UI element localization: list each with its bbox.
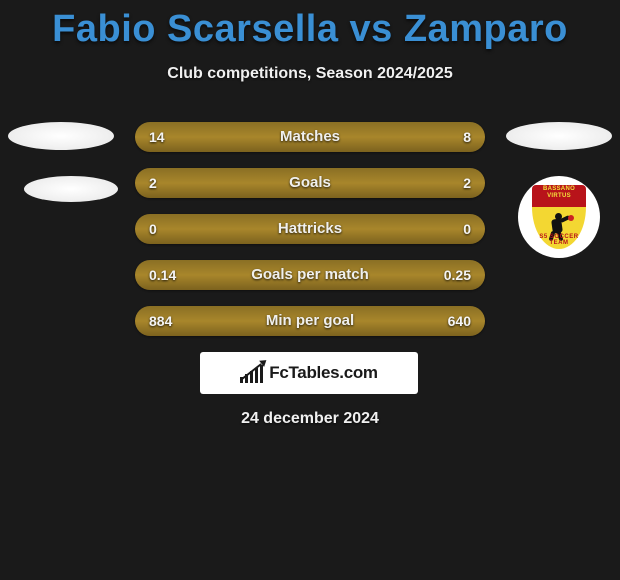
stat-row: 14Matches8 [135,122,485,152]
widget-container: Fabio Scarsella vs Zamparo Club competit… [0,0,620,580]
stat-row: 2Goals2 [135,168,485,198]
shield-year: S5 SOCCER TEAM [532,234,586,246]
shield-icon: BASSANOVIRTUS S5 SOCCER TEAM [532,185,586,249]
stat-label: Goals per match [135,260,485,290]
fctables-logo[interactable]: FcTables.com [200,352,418,394]
stat-row: 0Hattricks0 [135,214,485,244]
shield-top-text: BASSANOVIRTUS [532,186,586,200]
stats-list: 14Matches8 2Goals2 0Hattricks0 0.14Goals pe… [135,122,485,352]
player1-avatar-placeholder [8,122,114,150]
stat-right-value: 0.25 [444,260,471,290]
stat-row: 0.14Goals per match0.25 [135,260,485,290]
player2-avatar-placeholder [506,122,612,150]
stat-right-value: 8 [463,122,471,152]
bar-chart-icon [240,363,263,383]
stat-right-value: 2 [463,168,471,198]
player2-team-badge: BASSANOVIRTUS S5 SOCCER TEAM [518,176,600,258]
footer-date: 24 december 2024 [0,410,620,428]
stat-right-value: 640 [448,306,471,336]
stat-row: 884Min per goal640 [135,306,485,336]
player1-team-placeholder [24,176,118,202]
stat-label: Min per goal [135,306,485,336]
logo-text: FcTables.com [269,363,378,383]
stat-label: Hattricks [135,214,485,244]
stat-label: Goals [135,168,485,198]
stat-label: Matches [135,122,485,152]
page-subtitle: Club competitions, Season 2024/2025 [0,65,620,83]
page-title: Fabio Scarsella vs Zamparo [0,0,620,51]
stat-right-value: 0 [463,214,471,244]
